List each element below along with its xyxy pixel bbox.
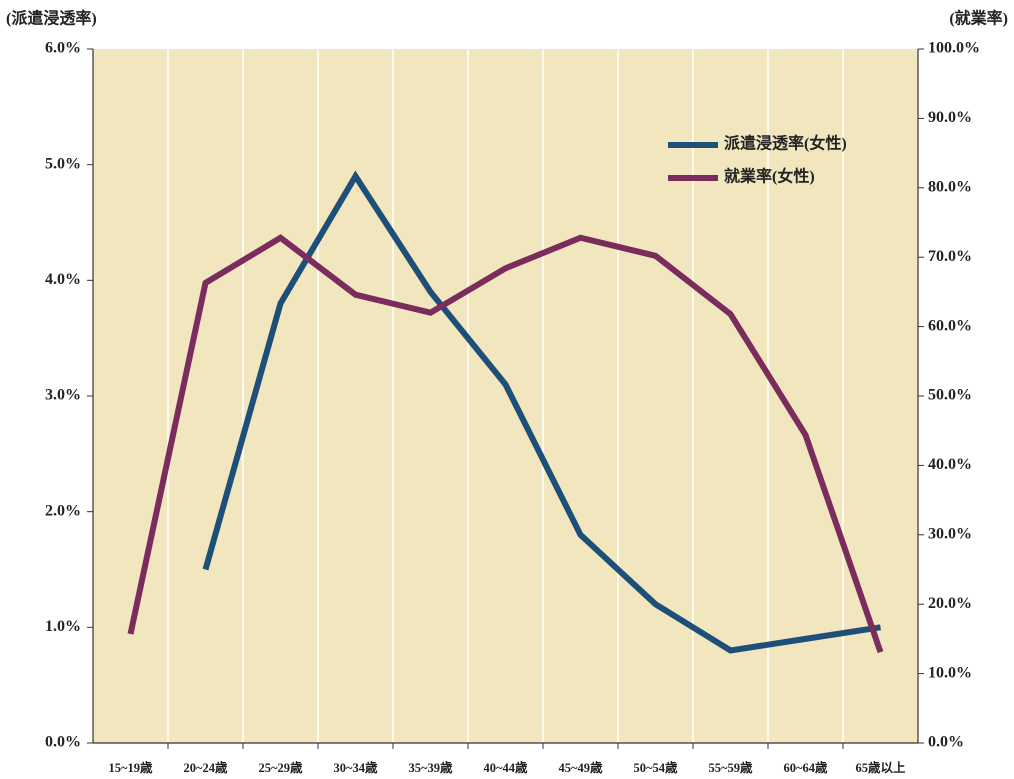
- y2-tick-label: 10.0%: [928, 664, 972, 681]
- x-tick-label: 30~34歳: [333, 760, 378, 775]
- x-tick-label: 35~39歳: [408, 760, 453, 775]
- y2-tick-label: 100.0%: [928, 40, 980, 57]
- x-tick-label: 50~54歳: [633, 760, 678, 775]
- y-tick-label: 5.0%: [45, 155, 81, 172]
- y-tick-label: 6.0%: [45, 40, 81, 57]
- x-tick-label: 55~59歳: [708, 760, 753, 775]
- x-tick-label: 20~24歳: [183, 760, 228, 775]
- y2-tick-label: 30.0%: [928, 525, 972, 542]
- y2-tick-label: 50.0%: [928, 387, 972, 404]
- y2-tick-label: 60.0%: [928, 317, 972, 334]
- y2-tick-label: 0.0%: [928, 734, 964, 751]
- y2-tick-label: 90.0%: [928, 109, 972, 126]
- x-tick-label: 60~64歳: [783, 760, 828, 775]
- x-tick-label: 45~49歳: [558, 760, 603, 775]
- x-tick-label: 40~44歳: [483, 760, 528, 775]
- x-tick-label: 25~29歳: [258, 760, 303, 775]
- y-tick-label: 4.0%: [45, 271, 81, 288]
- x-tick-label: 65歳以上: [855, 760, 906, 775]
- series-line: [202, 170, 881, 654]
- y-tick-label: 1.0%: [45, 618, 81, 635]
- series-line: [127, 234, 884, 654]
- y2-tick-label: 20.0%: [928, 595, 972, 612]
- x-tick-label: 15~19歳: [108, 760, 153, 775]
- y-tick-label: 2.0%: [45, 502, 81, 519]
- y2-tick-label: 70.0%: [928, 248, 972, 265]
- y2-tick-label: 80.0%: [928, 178, 972, 195]
- legend-label: 就業率(女性): [724, 167, 815, 186]
- y-tick-label: 3.0%: [45, 387, 81, 404]
- y-axis-title: (派遣浸透率): [6, 9, 97, 28]
- y2-tick-label: 40.0%: [928, 456, 972, 473]
- y-tick-label: 0.0%: [45, 734, 81, 751]
- legend-label: 派遣浸透率(女性): [724, 134, 847, 153]
- y2-axis-title: (就業率): [949, 9, 1008, 28]
